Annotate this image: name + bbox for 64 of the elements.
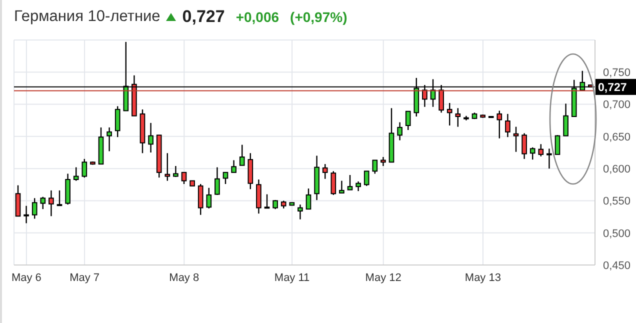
- candlestick: [148, 122, 154, 154]
- candlestick: [446, 102, 452, 126]
- candlestick: [522, 132, 527, 160]
- x-tick-label: May 12: [365, 272, 402, 284]
- candlestick: [248, 152, 254, 190]
- candlestick: [306, 188, 312, 210]
- candlestick: [372, 160, 378, 174]
- candlestick: [206, 187, 212, 210]
- candlestick: [106, 126, 112, 152]
- y-tick-label: 0,700: [603, 99, 631, 112]
- candlestick: [239, 144, 245, 166]
- x-tick-label: May 13: [464, 272, 501, 284]
- candlestick: [48, 190, 54, 217]
- candlestick: [530, 146, 536, 160]
- candlestick: [330, 170, 336, 196]
- candlestick: [513, 126, 519, 152]
- candlestick: [164, 152, 170, 182]
- candlestick: [65, 173, 70, 206]
- candlestick: [405, 110, 411, 131]
- x-tick-label: May 7: [70, 272, 100, 284]
- ref-line-label: 0,727: [598, 82, 627, 94]
- candlestick: [40, 196, 46, 210]
- candlestick: [554, 134, 560, 156]
- candlestick: [505, 113, 510, 138]
- candlestick: [256, 178, 262, 214]
- candlestick: [397, 122, 402, 141]
- candlestick: [347, 174, 353, 190]
- chart-title: Германия 10-летние: [14, 8, 160, 26]
- candlestick: [364, 170, 370, 187]
- text: (+0,97%): [290, 9, 348, 25]
- x-tick-label: May 11: [274, 272, 310, 284]
- candlestick: [56, 190, 62, 206]
- candlestick: [198, 183, 204, 216]
- candlestick: [114, 106, 120, 138]
- candlestick: [73, 166, 79, 182]
- candlestick: [173, 165, 178, 178]
- text: +0,006: [236, 9, 280, 25]
- candlestick: [214, 166, 220, 196]
- candlestick: [322, 163, 328, 180]
- x-tick-label: May 6: [11, 272, 42, 284]
- y-tick-label: 0,550: [603, 196, 631, 208]
- candlestick: [264, 194, 270, 210]
- candlestick: [496, 110, 502, 139]
- candlestick: [455, 108, 461, 128]
- candlestick: [546, 148, 552, 170]
- candlestick: [339, 180, 344, 194]
- candlestick: [231, 160, 236, 174]
- y-tick-label: 0,750: [603, 67, 631, 80]
- text: 0,727: [182, 7, 225, 27]
- y-tick-label: 0,450: [603, 260, 631, 272]
- candlestick: [181, 172, 187, 185]
- candlestick: [82, 158, 88, 178]
- candlestick: [15, 184, 21, 217]
- candlestick: [222, 172, 228, 185]
- y-tick-label: 0,600: [603, 163, 631, 176]
- candlestick: [356, 180, 361, 192]
- x-tick-label: May 8: [169, 272, 200, 284]
- candlestick: [563, 103, 568, 136]
- candlestick: [32, 198, 38, 220]
- candlestick: [538, 144, 544, 157]
- y-tick-label: 0,650: [603, 131, 631, 144]
- candlestick: [24, 205, 29, 224]
- candlestick: [298, 204, 303, 220]
- y-tick-label: 0,500: [603, 228, 631, 240]
